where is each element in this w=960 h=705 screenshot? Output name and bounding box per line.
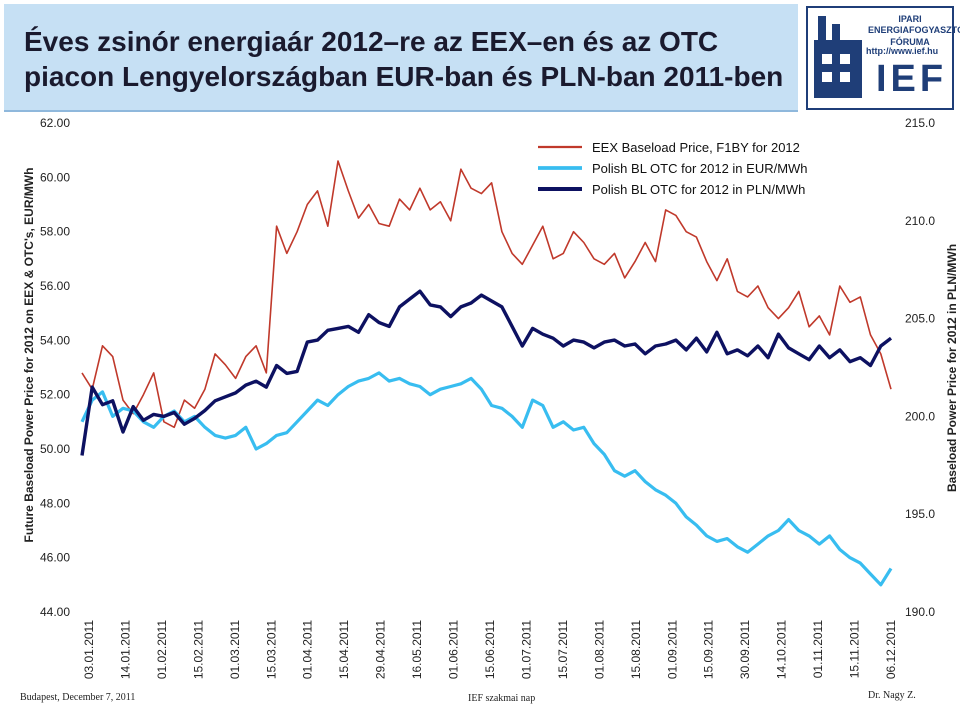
x-tick-label: 29.04.2011: [374, 620, 388, 679]
x-tick-label: 15.09.2011: [702, 620, 716, 679]
x-tick-label: 01.06.2011: [447, 620, 461, 679]
title-banner: Éves zsinór energiaár 2012–re az EEX–en …: [4, 4, 798, 112]
ief-logo: IPARI ENERGIAFOGYASZTÓK FÓRUMA http://ww…: [806, 6, 960, 110]
x-tick-label: 16.05.2011: [410, 620, 424, 679]
x-tick-label: 01.07.2011: [519, 620, 533, 679]
x-tick-label: 01.04.2011: [301, 620, 315, 679]
legend-label: EEX Baseload Price, F1BY for 2012: [592, 140, 800, 155]
factory-icon: [814, 16, 862, 98]
series-line-2: [80, 371, 893, 587]
x-tick-label: 15.03.2011: [264, 620, 278, 679]
x-tick-label: 30.09.2011: [738, 620, 752, 679]
slide-title-line1: Éves zsinór energiaár 2012–re az EEX–en …: [24, 26, 719, 57]
x-tick-label: 15.06.2011: [483, 620, 497, 679]
y-tick-label: 52.00: [40, 388, 70, 402]
y-axis-right: 190.0 195.0 200.0 205.0 210.0 215.0: [905, 116, 935, 619]
x-tick-label: 15.02.2011: [191, 620, 205, 679]
y2-tick-label: 205.0: [905, 312, 935, 326]
x-tick-label: 01.02.2011: [155, 620, 169, 679]
x-tick-label: 01.11.2011: [811, 620, 825, 679]
series-line-1: [81, 160, 892, 429]
x-tick-label: 01.09.2011: [665, 620, 679, 679]
footer-location-date: Budapest, December 7, 2011: [20, 692, 136, 703]
y2-tick-label: 210.0: [905, 214, 935, 228]
y-tick-label: 58.00: [40, 225, 70, 239]
y-axis-right-label: Baseload Power Price for 2012 in PLN/MWh: [945, 244, 959, 492]
x-tick-label: 01.08.2011: [592, 620, 606, 679]
footer-author: Dr. Nagy Z.: [868, 690, 916, 701]
logo-line1: IPARI ENERGIAFOGYASZTÓK: [868, 14, 960, 35]
y2-tick-label: 195.0: [905, 507, 935, 521]
y-axis-left: 44.00 46.00 48.00 50.00 52.00 54.00 56.00 58.00…: [40, 116, 70, 619]
slide-title-line2: piacon Lengyelországban EUR-ban és PLN-b…: [24, 61, 784, 92]
x-tick-label: 14.01.2011: [118, 620, 132, 679]
y2-tick-label: 190.0: [905, 605, 935, 619]
series-lines: [80, 160, 893, 587]
legend-label: Polish BL OTC for 2012 in PLN/MWh: [592, 182, 805, 197]
logo-url[interactable]: http://www.ief.hu: [866, 46, 939, 56]
logo-text: IEF: [876, 58, 948, 100]
x-tick-label: 01.03.2011: [228, 620, 242, 679]
y-tick-label: 48.00: [40, 496, 70, 510]
x-tick-label: 06.12.2011: [884, 620, 898, 679]
legend-label: Polish BL OTC for 2012 in EUR/MWh: [592, 161, 808, 176]
y-tick-label: 56.00: [40, 279, 70, 293]
y-tick-label: 62.00: [40, 116, 70, 130]
x-tick-label: 03.01.2011: [82, 620, 96, 679]
legend: EEX Baseload Price, F1BY for 2012 Polish …: [538, 140, 808, 197]
y2-tick-label: 215.0: [905, 116, 935, 130]
x-axis: 03.01.2011 14.01.2011 01.02.2011 15.02.2011…: [82, 620, 898, 679]
y-tick-label: 54.00: [40, 333, 70, 347]
x-tick-label: 15.04.2011: [337, 620, 351, 679]
y-tick-label: 50.00: [40, 442, 70, 456]
logo-line2: FÓRUMA: [890, 37, 930, 47]
x-tick-label: 15.08.2011: [629, 620, 643, 679]
y-tick-label: 60.00: [40, 170, 70, 184]
y-tick-label: 46.00: [40, 551, 70, 565]
x-tick-label: 15.11.2011: [848, 620, 862, 679]
x-tick-label: 14.10.2011: [775, 620, 789, 679]
y-axis-left-label: Future Baseload Power Price for 2012 on …: [22, 168, 36, 543]
series-line-3: [80, 289, 893, 456]
y-tick-label: 44.00: [40, 605, 70, 619]
y2-tick-label: 200.0: [905, 409, 935, 423]
x-tick-label: 15.07.2011: [556, 620, 570, 679]
footer-event: IEF szakmai nap: [468, 693, 536, 704]
